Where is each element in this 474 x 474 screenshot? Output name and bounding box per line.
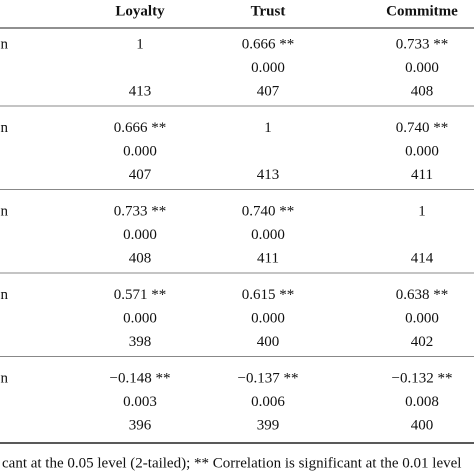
cell-text: 413 xyxy=(257,167,280,183)
cell-text: 0.000 xyxy=(123,143,157,159)
cell-text: 413 xyxy=(129,83,152,99)
cell-text: 0.666 ** xyxy=(114,120,167,136)
row-label: n xyxy=(1,287,9,303)
cell-text: 1 xyxy=(136,36,144,52)
cell-text: 0.000 xyxy=(405,310,439,326)
cell-text: 414 xyxy=(411,250,434,266)
cell-text: 396 xyxy=(129,417,152,433)
cell-text: 408 xyxy=(411,83,434,99)
cell-text: 0.006 xyxy=(251,394,285,410)
cell-text: 0.615 ** xyxy=(242,287,295,303)
cell-text: 407 xyxy=(257,83,280,99)
column-header: Trust xyxy=(251,3,286,19)
column-header: Commitme xyxy=(386,3,458,19)
row-label: n xyxy=(1,370,9,386)
cell-text: 0.733 ** xyxy=(114,203,167,219)
cell-text: 0.000 xyxy=(123,227,157,243)
cell-text: 0.000 xyxy=(251,227,285,243)
cell-text: 398 xyxy=(129,334,152,350)
cell-text: 0.733 ** xyxy=(396,36,449,52)
cell-text: 400 xyxy=(257,334,280,350)
cell-text: 0.638 ** xyxy=(396,287,449,303)
cell-text: −0.148 ** xyxy=(110,370,171,386)
cell-text: 411 xyxy=(411,167,433,183)
cell-text: 408 xyxy=(129,250,152,266)
cell-text: 0.003 xyxy=(123,394,157,410)
cell-text: −0.132 ** xyxy=(392,370,453,386)
cell-text: 399 xyxy=(257,417,280,433)
cell-text: 0.571 ** xyxy=(114,287,167,303)
cell-text: 0.666 ** xyxy=(242,36,295,52)
cell-text: 0.740 ** xyxy=(242,203,295,219)
column-header: Loyalty xyxy=(115,3,165,19)
cell-text: 411 xyxy=(257,250,279,266)
row-label: n xyxy=(1,120,9,136)
cell-text: 402 xyxy=(411,334,434,350)
cell-text: 0.740 ** xyxy=(396,120,449,136)
cell-text: 0.000 xyxy=(405,60,439,76)
cell-text: 0.008 xyxy=(405,394,439,410)
row-label: n xyxy=(1,203,9,219)
footnote: cant at the 0.05 level (2-tailed); ** Co… xyxy=(2,455,461,471)
cell-text: 1 xyxy=(264,120,272,136)
cell-text: −0.137 ** xyxy=(238,370,299,386)
cell-text: 407 xyxy=(129,167,152,183)
row-label: n xyxy=(1,36,9,52)
cell-text: 1 xyxy=(418,203,426,219)
cell-text: 0.000 xyxy=(251,60,285,76)
cell-text: 400 xyxy=(411,417,434,433)
cell-text: 0.000 xyxy=(405,143,439,159)
cell-text: 0.000 xyxy=(251,310,285,326)
cell-text: 0.000 xyxy=(123,310,157,326)
